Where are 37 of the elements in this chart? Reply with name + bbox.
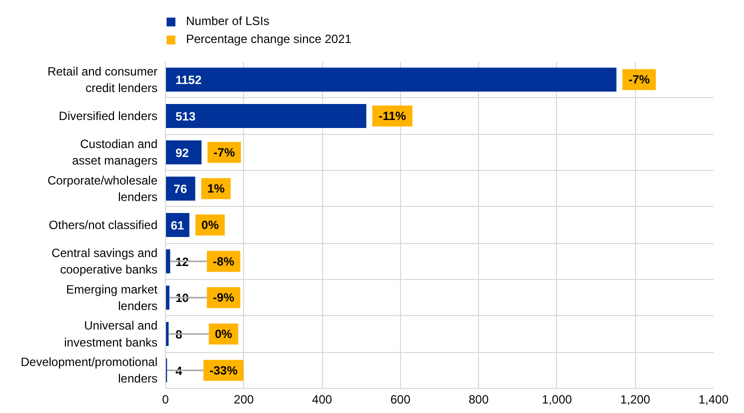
annotation: -9%	[212, 290, 235, 305]
data-label: 76	[174, 182, 188, 196]
bar	[166, 140, 202, 164]
data-label: 92	[176, 146, 190, 160]
x-tick-label: 400	[312, 392, 332, 406]
data-label: 1152	[176, 73, 202, 88]
bar	[166, 68, 616, 92]
y-tick-label: Universal and investment banks	[64, 318, 158, 350]
x-tick-label: 800	[468, 392, 489, 406]
y-tick-label: Others/not classified	[48, 218, 158, 232]
annotation: -11%	[378, 109, 406, 123]
data-label: 513	[176, 110, 196, 124]
annotation: 0%	[201, 218, 220, 232]
y-tick-label: Central savings and cooperative banks	[51, 246, 158, 277]
annotation: -7%	[628, 72, 650, 87]
x-tick-label: 1,400	[698, 392, 729, 406]
bar	[166, 286, 170, 310]
data-label: 61	[170, 218, 184, 232]
annotation: -8%	[212, 254, 235, 268]
x-tick-label: 600	[390, 392, 411, 406]
y-tick-label: Emerging market lenders	[66, 282, 158, 314]
legend-label: Number of LSIs	[186, 14, 270, 28]
x-tick-label: 1,200	[620, 392, 651, 406]
annotation: -7%	[214, 145, 236, 160]
y-tick-label: Retail and consumer credit lenders	[47, 64, 158, 96]
x-tick-label: 0	[162, 392, 170, 406]
x-tick-label: 200	[234, 392, 254, 406]
y-tick-label: Corporate/wholesale lenders	[47, 173, 158, 204]
bar	[166, 104, 366, 128]
annotation: -33%	[209, 363, 238, 378]
y-tick-label: Diversified lenders	[58, 109, 158, 123]
y-tick-label: Custodian and asset managers	[72, 136, 158, 168]
annotation: 1%	[207, 182, 225, 196]
y-tick-label: Development/promotional lenders	[20, 354, 158, 386]
annotation: 0%	[214, 327, 232, 341]
legend-label: Percentage change since 2021	[186, 32, 352, 46]
x-tick-label: 1,000	[542, 392, 572, 406]
